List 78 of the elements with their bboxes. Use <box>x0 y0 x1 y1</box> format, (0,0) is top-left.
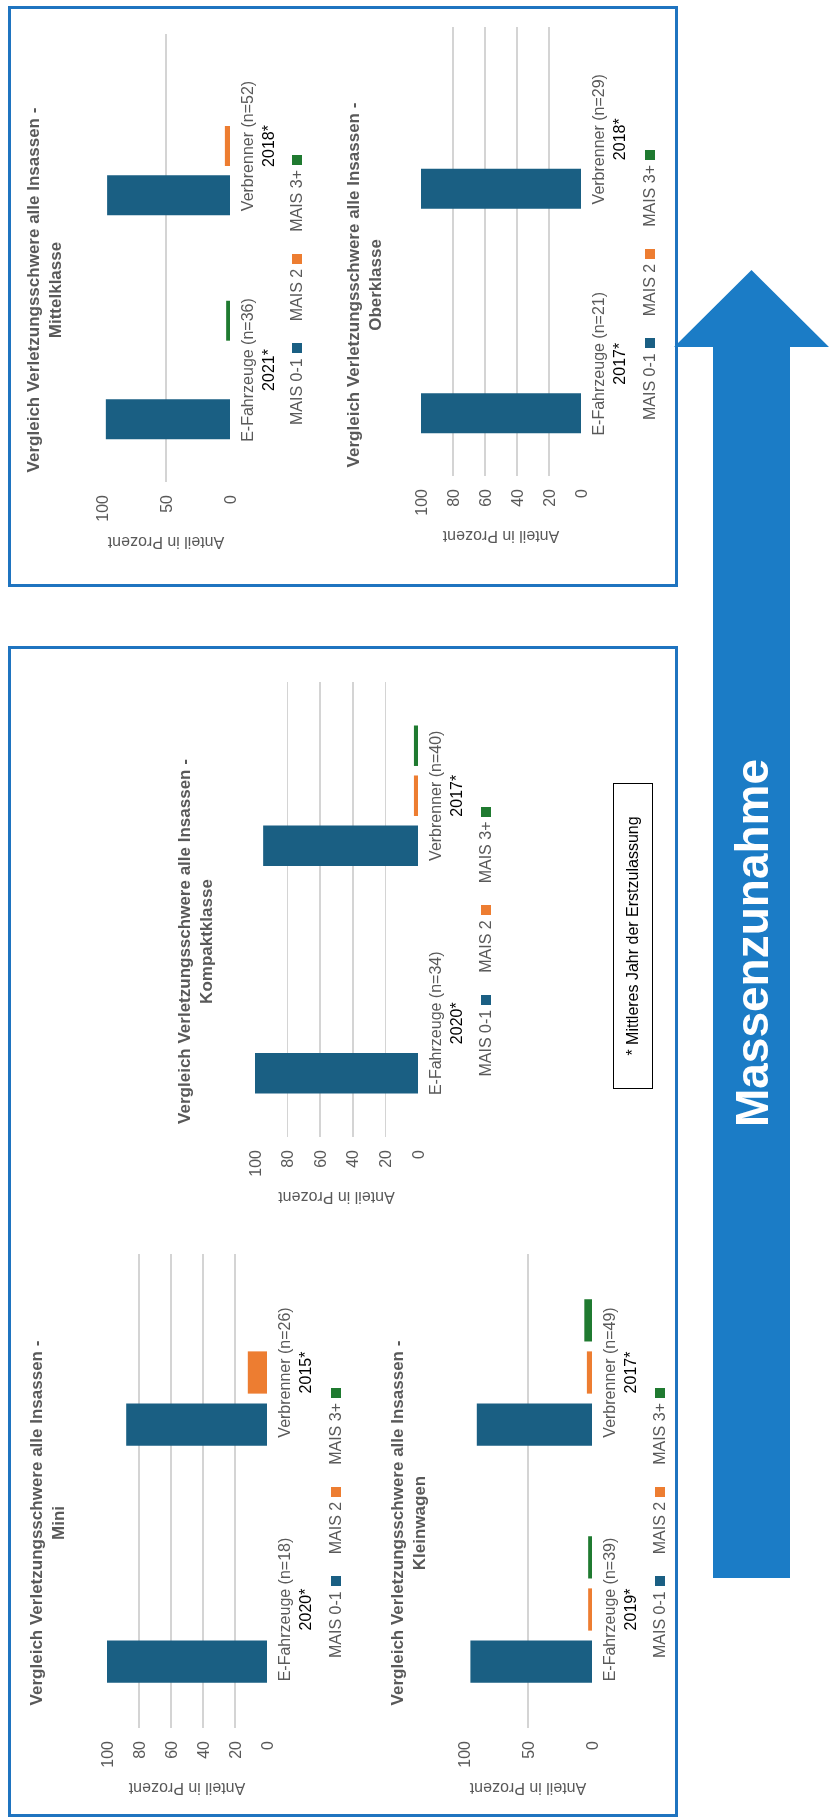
bar <box>224 126 230 166</box>
x-axis-title: Anteil in Prozent <box>107 533 225 551</box>
x-tick-label: 100 <box>455 1740 473 1768</box>
text: Massenzunahme <box>725 758 778 1128</box>
x-tick-label: 100 <box>98 1740 116 1768</box>
x-axis-title: Anteil in Prozent <box>277 1188 395 1206</box>
bar <box>588 1536 592 1579</box>
x-tick-label: 50 <box>157 494 175 513</box>
legend-label: MAIS 2 <box>651 1501 669 1555</box>
x-tick-label: 100 <box>93 494 111 522</box>
bar <box>107 175 230 216</box>
bar <box>470 1640 592 1683</box>
x-axis-title: Anteil in Prozent <box>469 1779 587 1797</box>
x-tick-label: 60 <box>311 1149 329 1168</box>
legend-label: MAIS 0-1 <box>651 1591 669 1658</box>
legend-label: MAIS 0-1 <box>477 1009 495 1077</box>
text: * Mittleres Jahr der Erstzulassung <box>623 816 642 1056</box>
legend-label: MAIS 0-1 <box>288 358 306 425</box>
x-tick-label: 100 <box>246 1149 264 1177</box>
x-tick-label: 60 <box>476 488 494 507</box>
x-tick-label: 80 <box>444 488 462 507</box>
x-tick-label: 0 <box>583 1740 601 1750</box>
y-tick-label: E-Fahrzeuge (n=18) 2020* <box>276 1537 314 1682</box>
bar <box>588 1588 592 1631</box>
x-tick-label: 40 <box>344 1149 362 1168</box>
legend-label: MAIS 2 <box>288 268 306 322</box>
bar <box>413 775 418 817</box>
y-tick-label: E-Fahrzeuge (n=36) 2021* <box>239 298 277 442</box>
legend-label: MAIS 2 <box>477 920 495 973</box>
y-tick-label: Verbrenner (n=49) 2017* <box>601 1307 639 1438</box>
x-tick-label: 0 <box>221 494 239 504</box>
legend-label: MAIS 3+ <box>641 165 659 227</box>
bar <box>413 725 418 766</box>
x-tick-label: 0 <box>409 1149 427 1159</box>
x-tick-label: 80 <box>279 1149 297 1168</box>
text: Vergleich Verletzungsschwere alle Insassen - Kompaktklasse <box>175 759 217 1124</box>
text: Vergleich Verletzungsschwere alle Insassen - Mittelklasse <box>24 107 66 473</box>
text: Vergleich Verletzungsschwere alle Insassen - Mini <box>27 1340 69 1706</box>
x-axis-title: Anteil in Prozent <box>442 527 560 545</box>
y-tick-label: Verbrenner (n=29) 2018* <box>590 74 628 205</box>
bar <box>126 1403 267 1446</box>
x-axis-title: Anteil in Prozent <box>128 1779 246 1797</box>
bar <box>105 399 230 440</box>
legend-label: MAIS 0-1 <box>641 353 659 420</box>
legend-label: MAIS 3+ <box>327 1403 345 1465</box>
x-tick-label: 20 <box>377 1149 394 1168</box>
legend-label: MAIS 2 <box>327 1501 345 1555</box>
x-tick-label: 60 <box>162 1740 180 1759</box>
text: Vergleich Verletzungsschwere alle Insassen - Kleinwagen <box>388 1340 430 1706</box>
x-tick-label: 40 <box>194 1740 212 1759</box>
x-tick-label: 40 <box>508 488 526 507</box>
x-tick-label: 20 <box>226 1740 244 1759</box>
y-tick-label: Verbrenner (n=40) 2017* <box>427 730 465 861</box>
legend-label: MAIS 3+ <box>477 821 495 884</box>
y-tick-label: E-Fahrzeuge (n=34) 2020* <box>427 951 465 1096</box>
y-tick-label: E-Fahrzeuge (n=21) 2017* <box>590 291 628 436</box>
bar <box>226 300 230 341</box>
text: Vergleich Verletzungsschwere alle Insassen - Oberklasse <box>344 102 386 468</box>
bar <box>476 1403 592 1446</box>
bar <box>247 1351 267 1394</box>
y-tick-label: E-Fahrzeuge (n=39) 2019* <box>601 1537 639 1682</box>
legend-label: MAIS 0-1 <box>327 1591 345 1658</box>
legend-label: MAIS 3+ <box>651 1403 669 1465</box>
legend-label: MAIS 2 <box>641 263 659 317</box>
bar <box>107 1640 267 1683</box>
bar <box>584 1299 592 1342</box>
bar <box>263 825 418 867</box>
legend-label: MAIS 3+ <box>288 170 306 232</box>
y-tick-label: Verbrenner (n=52) 2018* <box>239 80 277 212</box>
x-tick-label: 80 <box>130 1740 148 1759</box>
x-tick-label: 0 <box>258 1740 276 1750</box>
x-tick-label: 50 <box>519 1740 537 1759</box>
bar <box>586 1351 592 1394</box>
x-tick-label: 100 <box>412 488 430 516</box>
y-tick-label: Verbrenner (n=26) 2015* <box>276 1307 314 1438</box>
bar <box>255 1053 418 1094</box>
x-tick-label: 20 <box>540 488 558 507</box>
x-tick-label: 0 <box>572 488 590 498</box>
